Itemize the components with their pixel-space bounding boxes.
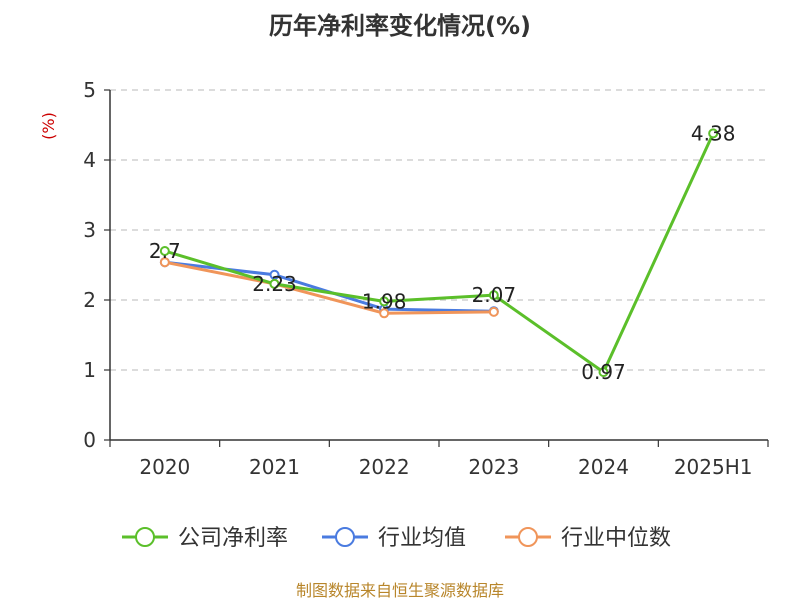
- data-point: [488, 306, 499, 317]
- data-point: [379, 296, 390, 307]
- series-line: [163, 260, 496, 313]
- legend[interactable]: 公司净利率 行业均值 行业中位数: [122, 526, 671, 551]
- legend-item[interactable]: 行业均值: [322, 526, 466, 551]
- x-tick-label: 2023: [468, 455, 519, 479]
- legend-circle-icon: [135, 527, 155, 547]
- x-tick-label: 2024: [578, 455, 629, 479]
- data-point: [598, 367, 609, 378]
- y-tick-label: 2: [83, 288, 96, 312]
- data-point: [159, 246, 170, 256]
- y-tick-label: 3: [83, 218, 96, 242]
- y-tick-label: 5: [83, 78, 96, 102]
- data-point: [379, 308, 390, 319]
- data-point: [269, 269, 280, 280]
- y-tick-label: 0: [83, 428, 96, 452]
- data-label: 0.97: [581, 360, 626, 384]
- x-tick-label: 2020: [139, 455, 190, 479]
- data-point: [269, 278, 280, 289]
- y-axis-unit-label: (%): [39, 112, 58, 140]
- legend-circle-icon: [335, 527, 355, 547]
- data-label: 2.23: [252, 272, 297, 296]
- data-labels: 2.7 2.23 1.98 2.07 0.97 4.38: [149, 121, 736, 384]
- x-tick-label: 2022: [359, 455, 410, 479]
- data-label: 2.07: [472, 283, 517, 307]
- chart-title: 历年净利率变化情况(%): [269, 12, 531, 40]
- legend-label: 公司净利率: [178, 526, 288, 551]
- data-point: [159, 257, 170, 268]
- legend-item[interactable]: 公司净利率: [122, 526, 288, 551]
- legend-label: 行业中位数: [561, 526, 671, 551]
- axes: 0 1 2 3 4 5 2020 2021 2022 2023 2024 2025H1: [83, 78, 769, 479]
- legend-label: 行业均值: [378, 526, 466, 551]
- series-line: [163, 260, 496, 315]
- x-tick-label: 2025H1: [674, 455, 753, 479]
- data-point: [708, 128, 719, 139]
- y-tick-label: 4: [83, 148, 96, 172]
- x-tick-label: 2021: [249, 455, 300, 479]
- data-point: [488, 290, 499, 301]
- series-line: [163, 131, 715, 374]
- data-label: 2.7: [149, 239, 181, 263]
- legend-item[interactable]: 行业中位数: [505, 526, 671, 551]
- data-label: 4.38: [691, 121, 736, 145]
- series-lines: [159, 128, 719, 378]
- source-note: 制图数据来自恒生聚源数据库: [296, 581, 504, 600]
- data-label: 1.98: [362, 289, 407, 313]
- legend-circle-icon: [518, 527, 538, 547]
- y-tick-label: 1: [83, 358, 96, 382]
